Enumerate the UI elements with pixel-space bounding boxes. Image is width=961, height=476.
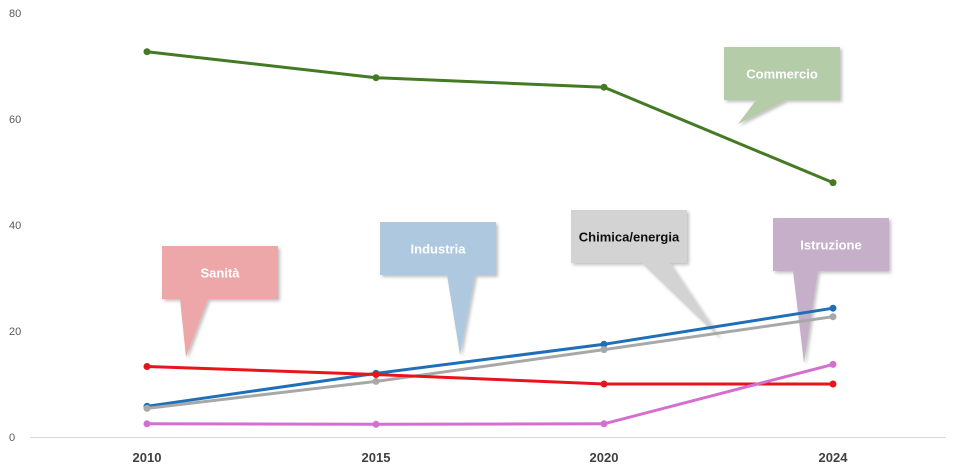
callout-istruzione: Istruzione (773, 218, 889, 363)
y-tick-label: 40 (9, 220, 21, 232)
data-point (829, 313, 837, 321)
data-point (143, 363, 151, 370)
callout-label: Industria (411, 242, 467, 257)
x-tick-label: 2020 (590, 450, 619, 465)
data-point (143, 420, 151, 428)
axes: 0 20 40 60 80 2010 2015 2020 2024 (9, 8, 946, 465)
callout-sanit: Sanità (162, 246, 278, 357)
series-line-sanit (145, 365, 835, 386)
series-line-industria (145, 306, 835, 408)
data-point (143, 404, 151, 412)
series-line-istruzione (145, 362, 835, 426)
data-point (372, 371, 380, 378)
x-tick-label: 2015 (362, 450, 391, 465)
data-point (829, 304, 837, 312)
data-point (600, 420, 608, 428)
series-chimica-energia (143, 313, 837, 412)
data-point (600, 83, 608, 91)
data-point (829, 360, 837, 368)
callout-layer: Commercio Sanità Industria Chimica/energia I… (162, 47, 889, 363)
data-point (372, 74, 380, 82)
callout-label: Istruzione (800, 238, 861, 253)
y-tick-label: 80 (9, 8, 21, 20)
series-line-commercio (145, 50, 835, 185)
callout-label: Sanità (200, 266, 240, 281)
series-commercio (143, 48, 837, 187)
data-point (600, 380, 608, 388)
y-tick-label: 60 (9, 114, 21, 126)
callout-industria: Industria (380, 222, 496, 355)
x-tick-label: 2024 (819, 450, 849, 465)
data-point (600, 346, 608, 354)
y-tick-label: 0 (9, 432, 15, 444)
data-point (600, 340, 608, 348)
series-istruzione (143, 360, 837, 428)
x-tick-label: 2010 (133, 450, 162, 465)
data-point (372, 377, 380, 385)
y-tick-label: 20 (9, 326, 21, 338)
data-point (829, 380, 837, 388)
callout-label: Chimica/energia (579, 230, 680, 245)
data-point (372, 420, 380, 428)
series-line-chimica-energia (145, 315, 835, 410)
series-layer (143, 48, 837, 428)
series-sanit (143, 363, 837, 388)
data-point (829, 179, 837, 187)
callout-label: Commercio (746, 67, 818, 82)
callout-commercio: Commercio (724, 47, 840, 124)
callout-chimica-energia: Chimica/energia (571, 210, 720, 338)
data-point (143, 48, 151, 56)
series-industria (143, 304, 837, 410)
